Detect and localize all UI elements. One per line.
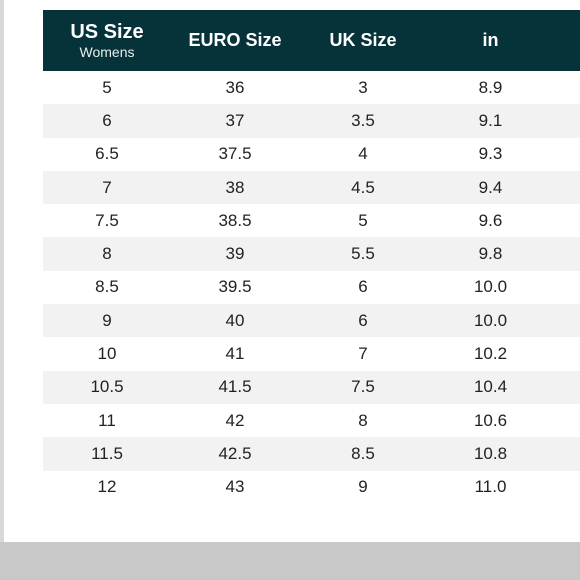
cell-uk-size: 8 [358, 410, 368, 430]
cell-uk-size: 5 [358, 210, 368, 230]
table-row: 10 41 7 10.2 [43, 337, 580, 370]
header-us-size: US Size Womens [43, 21, 171, 61]
cell-inches: 8.9 [478, 77, 503, 97]
table-row: 7 38 4.5 9.4 [43, 170, 580, 205]
table-row: 12 43 9 11.0 [43, 471, 580, 504]
cell-euro-size: 37 [225, 110, 245, 130]
header-us-size-label: US Size [70, 20, 144, 43]
cell-us-size: 6.5 [95, 144, 119, 164]
cell-euro-size: 38.5 [218, 210, 252, 230]
table-row: 5 36 3 8.9 [43, 71, 580, 104]
cell-uk-size: 9 [358, 477, 368, 497]
table-row: 11.5 42.5 8.5 10.8 [43, 437, 580, 471]
table-row: 7.5 38.5 5 9.6 [43, 204, 580, 237]
cell-us-size: 8 [102, 244, 112, 264]
cell-uk-size: 8.5 [351, 443, 375, 463]
cell-euro-size: 42 [225, 410, 245, 430]
bottom-bar [0, 542, 580, 580]
cell-euro-size: 41 [225, 344, 245, 364]
cell-euro-size: 40 [225, 310, 245, 330]
cell-uk-size: 7 [358, 344, 368, 364]
cell-inches: 9.8 [478, 244, 503, 264]
cell-inches: 9.4 [478, 177, 503, 197]
cell-inches: 10.6 [473, 410, 508, 430]
cell-euro-size: 39.5 [218, 277, 252, 297]
cell-uk-size: 6 [358, 277, 368, 297]
table-row: 6.5 37.5 4 9.3 [43, 138, 580, 171]
cell-uk-size: 5.5 [351, 244, 375, 264]
cell-us-size: 11.5 [91, 443, 123, 463]
table-row: 6 37 3.5 9.1 [43, 104, 580, 138]
cell-inches: 10.0 [473, 277, 508, 297]
table-header: US Size Womens EURO Size UK Size in [43, 10, 580, 71]
table-row: 9 40 6 10.0 [43, 304, 580, 338]
cell-euro-size: 37.5 [218, 144, 252, 164]
cell-us-size: 7 [102, 177, 112, 197]
cell-us-size: 11 [98, 410, 116, 430]
cell-euro-size: 43 [225, 477, 245, 497]
header-inches: in [482, 30, 499, 50]
cell-uk-size: 7.5 [351, 377, 375, 397]
cell-euro-size: 39 [225, 244, 245, 264]
cell-us-size: 9 [102, 310, 112, 330]
cell-uk-size: 4.5 [351, 177, 375, 197]
cell-inches: 10.2 [473, 344, 508, 364]
cell-us-size: 12 [97, 477, 117, 497]
cell-inches: 9.3 [478, 144, 503, 164]
table-row: 8.5 39.5 6 10.0 [43, 271, 580, 304]
cell-inches: 10.4 [473, 377, 508, 397]
cell-uk-size: 3 [358, 77, 368, 97]
cell-euro-size: 36 [225, 77, 245, 97]
cell-uk-size: 3.5 [351, 110, 375, 130]
table-row: 10.5 41.5 7.5 10.4 [43, 370, 580, 404]
cell-us-size: 6 [102, 110, 112, 130]
left-border [0, 0, 4, 542]
table-row: 11 42 8 10.6 [43, 404, 580, 437]
cell-us-size: 7.5 [95, 210, 119, 230]
cell-us-size: 5 [102, 77, 112, 97]
cell-uk-size: 4 [358, 144, 368, 164]
cell-inches: 10.8 [473, 443, 508, 463]
cell-euro-size: 41.5 [218, 377, 252, 397]
cell-euro-size: 38 [225, 177, 245, 197]
cell-us-size: 10 [97, 344, 117, 364]
cell-uk-size: 6 [358, 310, 368, 330]
size-chart-table: US Size Womens EURO Size UK Size in 5 36… [43, 10, 580, 504]
header-uk-size: UK Size [329, 30, 397, 50]
cell-inches: 10.0 [473, 310, 508, 330]
cell-us-size: 10.5 [90, 377, 124, 397]
cell-inches: 9.1 [478, 110, 503, 130]
cell-euro-size: 42.5 [218, 443, 252, 463]
header-us-size-sublabel: Womens [79, 43, 135, 60]
cell-us-size: 8.5 [95, 277, 119, 297]
table-row: 8 39 5.5 9.8 [43, 237, 580, 271]
header-euro-size: EURO Size [188, 30, 282, 50]
cell-inches: 9.6 [478, 210, 503, 230]
cell-inches: 11.0 [474, 477, 507, 497]
